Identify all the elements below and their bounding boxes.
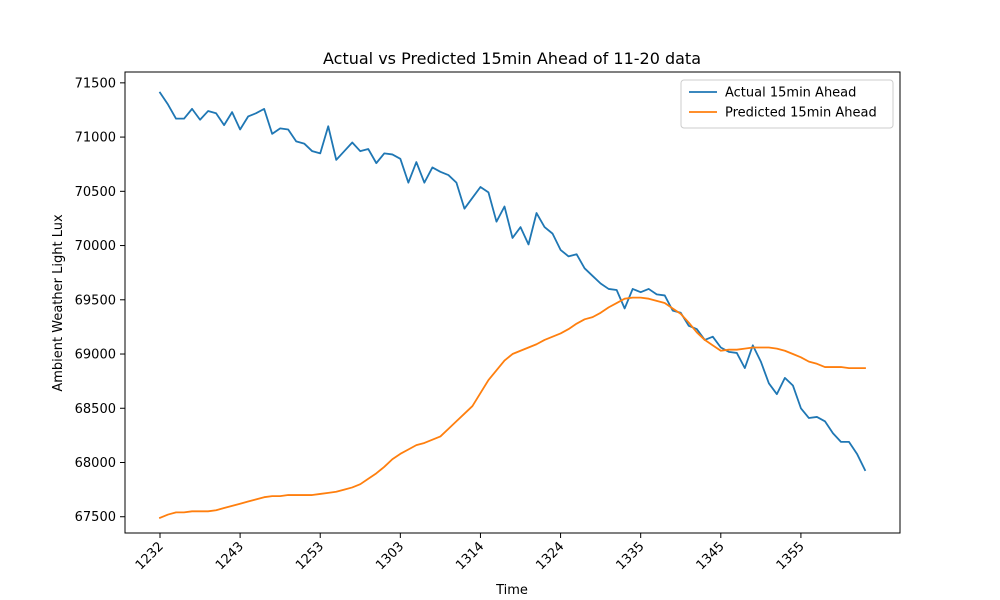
y-tick-label: 69000 (75, 348, 116, 363)
y-tick-label: 68000 (75, 456, 116, 471)
y-axis-title: Ambient Weather Light Lux (51, 214, 66, 392)
chart-title: Actual vs Predicted 15min Ahead of 11-20… (323, 49, 701, 68)
y-tick-label: 70000 (75, 239, 116, 254)
y-tick-label: 71000 (75, 131, 116, 146)
series-line-predicted (158, 296, 866, 519)
legend-label: Actual 15min Ahead (725, 86, 856, 101)
legend-box (680, 79, 894, 129)
y-tick-label: 69500 (75, 293, 116, 308)
plot-area (124, 71, 901, 534)
legend: Actual 15min Ahead Predicted 15min Ahead (680, 79, 894, 129)
x-axis-title: Time (495, 583, 528, 598)
y-tick-label: 71500 (75, 76, 116, 91)
y-axis: 67500 68000 68500 69000 69500 70000 70500 71000… (75, 76, 125, 525)
y-tick-label: 68500 (75, 402, 116, 417)
series-group (158, 91, 867, 519)
y-tick-label: 67500 (75, 510, 116, 525)
plot-frame (124, 71, 901, 534)
y-tick-label: 70500 (75, 185, 116, 200)
legend-label: Predicted 15min Ahead (725, 106, 877, 121)
series-line-actual (158, 91, 867, 472)
